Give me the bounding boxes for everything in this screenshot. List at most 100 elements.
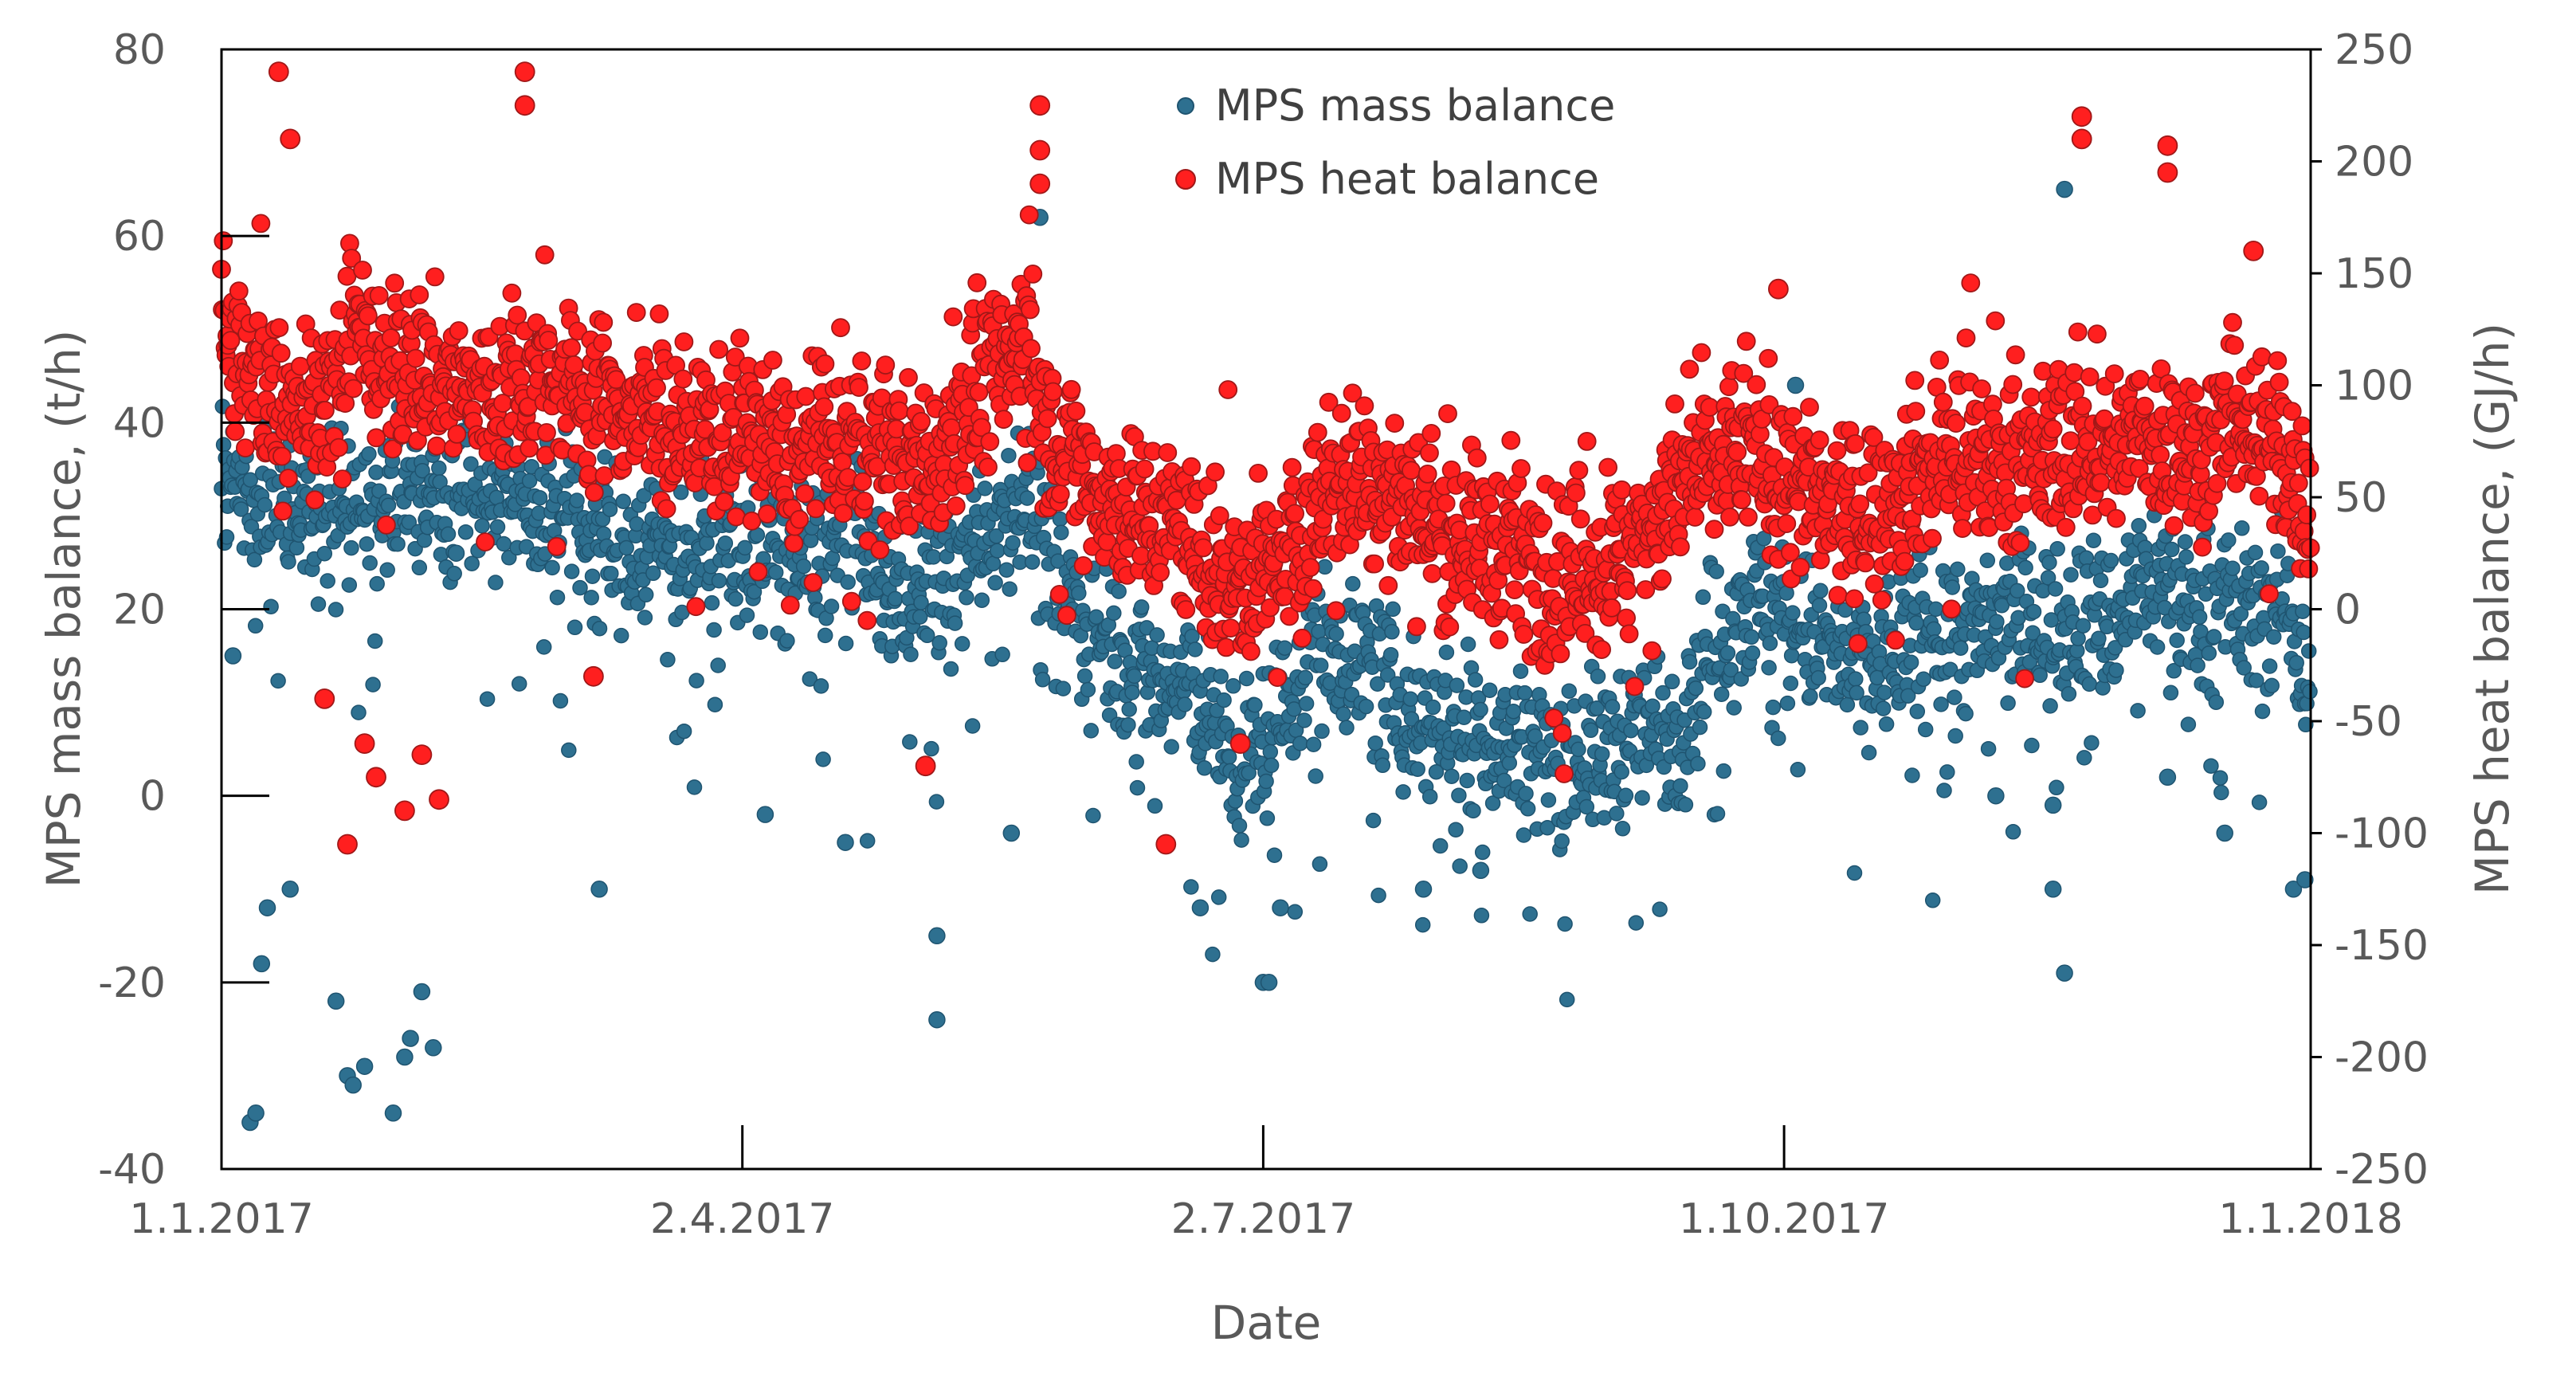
heat-balance-point — [1872, 590, 1892, 610]
heat-balance-point — [1592, 640, 1611, 659]
mass-balance-point — [218, 529, 235, 545]
mass-balance-point — [2005, 824, 2021, 840]
mass-balance-point — [1743, 629, 1759, 645]
heat-balance-point — [535, 245, 555, 265]
mass-balance-point — [1527, 728, 1543, 744]
heat-balance-point — [980, 432, 1000, 452]
heat-balance-point — [564, 355, 584, 375]
heat-balance-point — [673, 369, 693, 389]
heat-balance-point — [1285, 504, 1304, 524]
mass-balance-point — [1213, 669, 1229, 685]
mass-balance-point — [1496, 772, 1512, 789]
mass-balance-point — [739, 607, 755, 623]
mass-balance-point — [1783, 647, 1800, 664]
mass-balance-point — [2107, 640, 2123, 656]
heat-balance-point — [2015, 669, 2035, 688]
mass-balance-point — [707, 696, 723, 712]
mass-balance-point — [1472, 701, 1488, 718]
mass-balance-point — [1878, 716, 1895, 732]
mass-balance-point — [1590, 669, 1606, 685]
mass-balance-point — [1421, 788, 1438, 805]
heat-balance-point — [476, 532, 495, 551]
mass-balance-point — [2201, 645, 2217, 661]
heat-balance-point — [1555, 764, 1574, 783]
heat-balance-point — [1489, 630, 1509, 649]
mass-balance-point — [1811, 597, 1828, 614]
heat-balance-point — [1923, 528, 1942, 548]
mass-balance-point — [327, 602, 344, 618]
mass-balance-point — [902, 734, 918, 750]
heat-balance-point — [1612, 480, 1632, 500]
mass-balance-point — [2265, 629, 2282, 645]
heat-balance-point — [235, 438, 255, 457]
mass-balance-point — [637, 610, 653, 626]
mass-balance-point — [1515, 827, 1532, 843]
heat-balance-point — [594, 312, 614, 332]
heat-balance-point — [1304, 579, 1323, 598]
mass-balance-point — [959, 590, 974, 606]
mass-balance-point — [1876, 685, 1892, 700]
mass-balance-point — [416, 532, 433, 548]
heat-balance-point — [584, 483, 604, 502]
mass-balance-point — [1848, 671, 1864, 687]
mass-balance-point — [2056, 180, 2073, 198]
mass-balance-point — [1900, 688, 1916, 704]
mass-balance-point — [1761, 660, 1777, 676]
heat-balance-point — [1575, 624, 1595, 643]
mass-balance-point — [1765, 699, 1782, 716]
heat-balance-point — [1570, 509, 1590, 529]
mass-balance-point — [1460, 636, 1476, 653]
mass-balance-point — [1465, 802, 1481, 819]
mass-balance-point — [1276, 640, 1293, 656]
heat-balance-point — [1942, 599, 1962, 619]
mass-balance-point — [253, 955, 271, 973]
heat-balance-point — [520, 438, 539, 458]
heat-balance-point — [1845, 434, 1865, 453]
heat-balance-point — [593, 333, 612, 353]
mass-balance-point — [2225, 560, 2241, 576]
mass-balance-point — [1944, 579, 1961, 595]
mass-balance-point — [380, 497, 397, 513]
heat-balance-point — [562, 338, 581, 358]
heat-balance-point — [1308, 422, 1327, 442]
heat-balance-point — [410, 285, 429, 304]
heat-balance-point — [1552, 724, 1572, 743]
heat-balance-point — [1050, 484, 1070, 504]
heat-balance-point — [1856, 553, 1876, 573]
mass-balance-point — [567, 619, 583, 636]
heat-balance-point — [712, 423, 732, 442]
mass-balance-point — [1582, 722, 1599, 739]
mass-balance-point — [779, 633, 795, 649]
heat-balance-point — [2199, 501, 2219, 521]
heat-balance-point — [225, 422, 245, 441]
heat-balance-point — [1551, 644, 1570, 664]
mass-balance-point — [1557, 916, 1573, 932]
mass-balance-point — [2108, 662, 2124, 678]
heat-balance-point — [686, 597, 706, 617]
heat-balance-point — [1727, 442, 1747, 462]
heat-balance-point — [2083, 505, 2103, 525]
mass-balance-point — [1516, 685, 1533, 701]
mass-balance-point — [645, 565, 661, 582]
mass-balance-point — [1987, 787, 2005, 805]
mass-balance-point — [1106, 605, 1122, 622]
mass-balance-point — [1266, 847, 1283, 863]
heat-balance-point — [715, 492, 734, 512]
heat-balance-point — [626, 303, 646, 323]
heat-balance-point — [1021, 300, 1040, 320]
mass-balance-point — [2063, 567, 2079, 583]
heat-balance-point — [1569, 461, 1589, 481]
mass-balance-point — [1554, 833, 1570, 849]
mass-balance-point — [1403, 711, 1420, 727]
heat-balance-point — [852, 351, 872, 371]
mass-balance-point — [583, 590, 599, 606]
heat-balance-point — [337, 834, 358, 855]
heat-balance-point — [1280, 606, 1300, 626]
heat-balance-point — [1158, 443, 1178, 462]
heat-balance-point — [942, 418, 961, 437]
mass-balance-point — [602, 501, 618, 517]
heat-balance-point — [1619, 624, 1639, 644]
mass-balance-point — [1779, 695, 1796, 712]
heat-balance-point — [2006, 345, 2025, 365]
mass-balance-point — [1849, 685, 1864, 701]
